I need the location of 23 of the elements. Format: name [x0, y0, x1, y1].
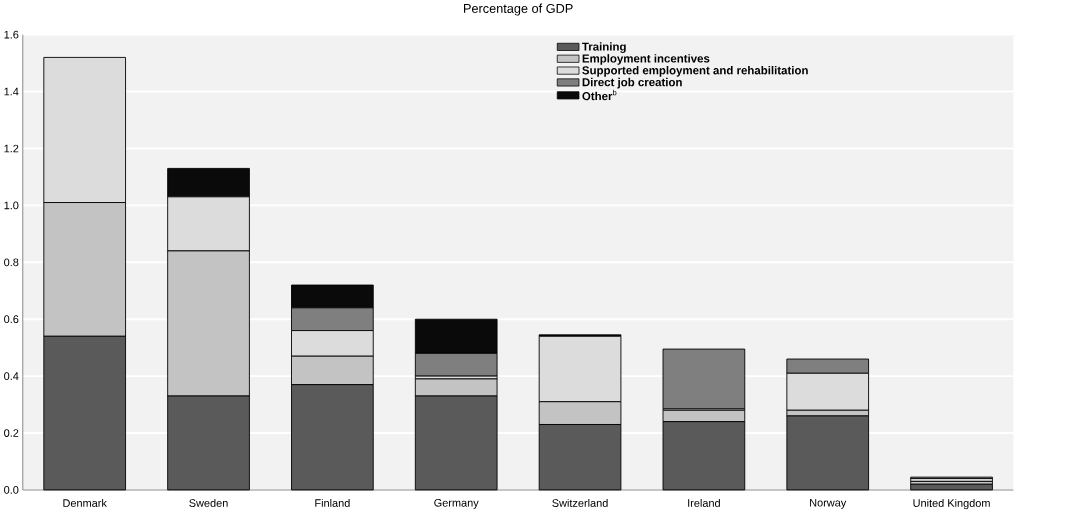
x-tick-label: Finland [315, 499, 350, 508]
y-tick-label: 0.2 [4, 429, 19, 438]
x-tick-label: Switzerland [552, 499, 608, 508]
y-tick-label: 0.0 [4, 486, 19, 494]
x-tick-label: Sweden [189, 499, 228, 508]
x-tick-label: Norway [810, 499, 847, 509]
x-tick-label: Ireland [688, 499, 720, 508]
legend-label: Other$^{b}$ [582, 89, 617, 101]
legend-label: Supported employment and rehabilitation [582, 66, 808, 77]
y-tick-label: 1.0 [4, 201, 19, 210]
y-tick-label: 0.6 [4, 315, 19, 324]
y-tick-label: 1.6 [4, 30, 19, 39]
x-tick-label: Denmark [63, 499, 107, 508]
chart-title: Percentage of GDP [463, 3, 573, 16]
y-tick-label: 1.4 [4, 88, 19, 96]
legend-label: Direct job creation [582, 78, 682, 89]
y-tick-label: 0.4 [4, 372, 19, 381]
legend-label: Employment incentives [582, 54, 710, 65]
y-tick-label: 1.2 [4, 144, 19, 153]
y-tick-label: 0.8 [4, 258, 19, 267]
legend-label: Training [582, 42, 626, 54]
x-tick-label: Germany [434, 499, 479, 510]
x-tick-label: United Kingdom [913, 499, 990, 510]
